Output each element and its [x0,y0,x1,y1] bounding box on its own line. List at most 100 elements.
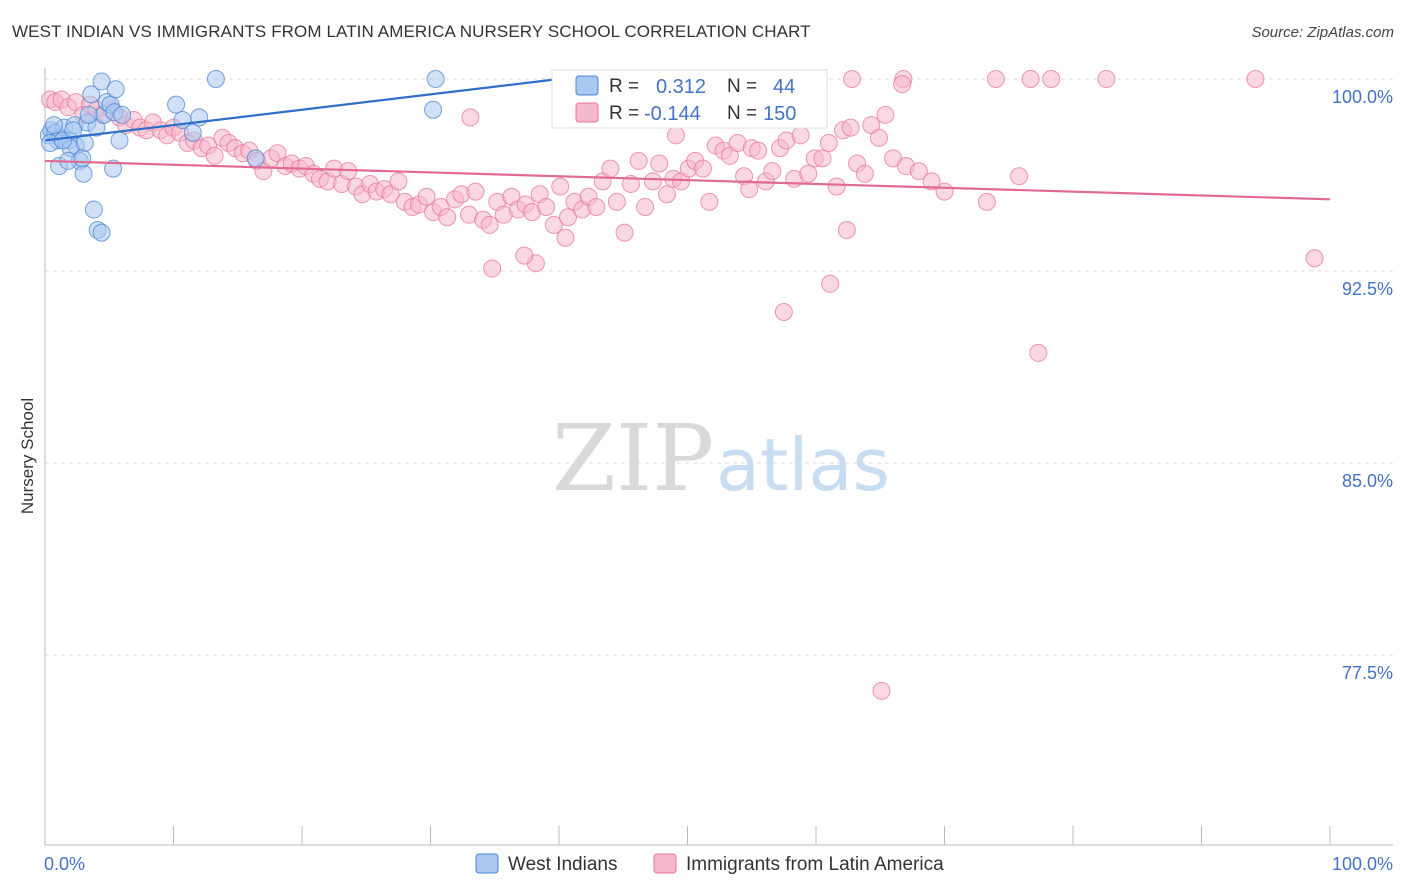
watermark-zip: ZIP [552,405,714,512]
legend-label-latin-america: Immigrants from Latin America [686,854,944,875]
west-indians-point [44,116,63,135]
y-axis-title: Nursery School [18,398,37,514]
latin-america-point [650,154,669,173]
west-indians-point [106,80,125,99]
latin-america-point [922,172,941,191]
axes [44,68,1393,846]
series-west-indians-points [39,70,445,242]
west-indians-point [73,149,92,168]
west-indians-point [64,121,83,140]
y-tick-label: 77.5% [1342,663,1393,683]
y-axis-tick-labels: 100.0% 92.5% 85.0% 77.5% [1332,87,1393,683]
legend-label-west-indians: West Indians [508,854,617,875]
stats-legend: R = 0.312 N = 44 R = -0.144 N = 150 [551,69,828,129]
x-tick-label-left: 0.0% [44,854,85,874]
watermark: ZIP atlas [552,405,890,512]
latin-america-point [205,146,224,165]
latin-america-point [827,177,846,196]
west-indians-point [167,95,186,114]
latin-america-point [1021,70,1040,88]
west-indians-point [84,200,103,219]
latin-america-point [740,180,759,199]
latin-america-point [869,128,888,147]
latin-america-point [855,164,874,183]
latin-america-point [587,198,606,216]
trend-lines [44,77,1331,201]
watermark-atlas: atlas [716,423,890,507]
latin-america-point [791,126,810,145]
legend-swatch-latin-america [653,853,677,874]
west-indians-point [206,70,225,88]
west-indians-point [82,85,101,104]
latin-america-point [1246,70,1265,88]
legend-swatch-west-indians [475,853,499,874]
chart-source: Source: ZipAtlas.com [1251,24,1394,41]
west-indians-point [104,159,123,178]
stats-n-label-2: N = [727,103,757,124]
latin-america-point [537,198,556,216]
latin-america-point [461,108,480,127]
latin-america-point [799,164,818,183]
west-indians-point [424,100,443,119]
latin-america-point [666,126,685,145]
y-tick-label: 100.0% [1332,87,1393,107]
latin-america-point [551,177,570,196]
latin-america-point [556,228,575,247]
latin-america-point [837,221,856,240]
latin-america-point [621,174,640,193]
latin-america-point [643,172,662,191]
latin-america-point [977,192,996,211]
latin-america-point [821,274,840,293]
west-indians-point [92,223,111,242]
stats-n-value-1: 44 [773,76,795,98]
y-tick-label: 85.0% [1342,471,1393,491]
latin-america-point [607,192,626,211]
latin-america-point [909,162,928,181]
latin-america-point [389,172,408,191]
latin-america-point [636,198,655,216]
latin-america-point [763,162,782,181]
west-indians-point [110,131,129,150]
series-legend: West Indians Immigrants from Latin Ameri… [475,853,944,875]
latin-america-point [1029,343,1048,362]
latin-america-point [438,208,457,227]
west-indians-point [92,72,111,91]
latin-america-point [774,302,793,321]
stats-swatch-west-indians [575,75,599,96]
latin-america-point [483,259,502,278]
latin-america-point [1042,70,1061,88]
stats-r-label-2: R = [609,103,639,124]
west-indians-point [74,164,93,183]
stats-r-label-1: R = [609,76,639,97]
latin-america-point [601,159,620,178]
latin-america-point [842,70,861,88]
latin-america-point [749,141,768,160]
latin-america-point [693,159,712,178]
latin-america-trend-line [44,159,1331,201]
west-indians-point [183,123,202,142]
latin-america-point [629,151,648,170]
series-latin-america-points [41,70,1324,700]
latin-america-point [872,681,891,700]
latin-america-point [1305,249,1324,268]
latin-america-point [544,215,563,234]
latin-america-point [417,187,436,206]
stats-swatch-latin-america [575,102,599,123]
latin-america-point [841,118,860,137]
west-indians-point [246,149,265,168]
latin-america-point [1010,167,1029,186]
latin-america-point [615,223,634,242]
latin-america-point [893,75,912,94]
latin-america-point [876,105,895,124]
x-tick-label-right: 100.0% [1332,854,1393,874]
latin-america-point [515,246,534,265]
stats-n-label-1: N = [727,76,757,97]
gridlines [45,78,1393,656]
latin-america-point [1097,70,1116,88]
latin-america-point [819,134,838,152]
chart-title: WEST INDIAN VS IMMIGRANTS FROM LATIN AME… [12,22,811,41]
west-indians-point [426,70,445,88]
y-tick-label: 92.5% [1342,279,1393,299]
latin-america-point [657,185,676,204]
